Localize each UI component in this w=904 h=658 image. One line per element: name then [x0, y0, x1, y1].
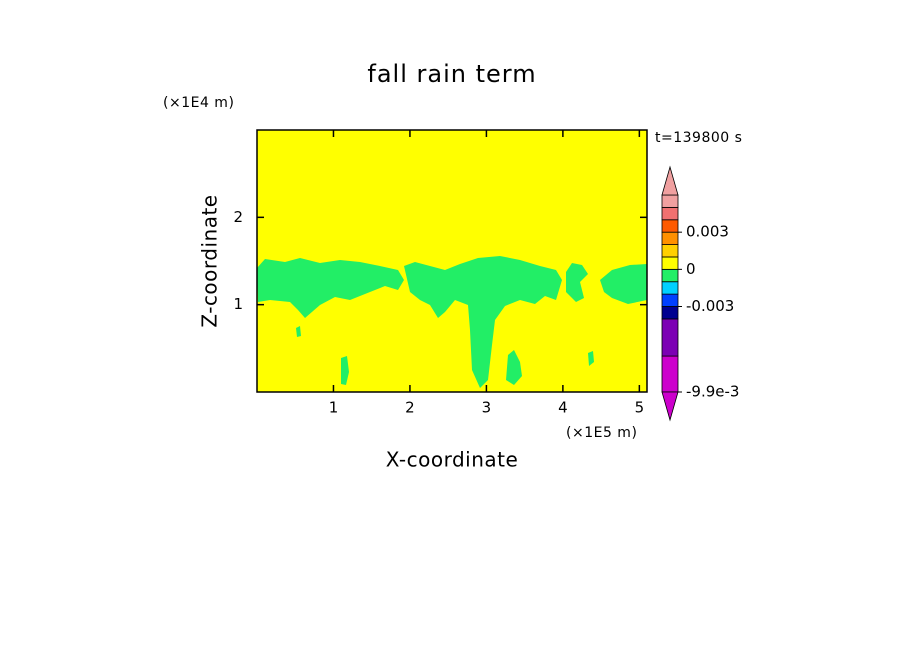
x-tick-label: 4 — [558, 399, 568, 417]
colorbar-tick-label: 0 — [686, 260, 696, 278]
field-region — [506, 350, 522, 385]
field-region — [341, 356, 349, 385]
y-tick-label: 1 — [233, 295, 243, 313]
colorbar-level — [661, 194, 679, 208]
y-tick-label: 2 — [233, 208, 243, 226]
contour-field — [256, 129, 648, 393]
colorbar-level — [661, 256, 679, 270]
colorbar-tick-label: -0.003 — [686, 297, 734, 315]
plot-frame — [256, 129, 648, 393]
x-unit: (×1E5 m) — [566, 425, 637, 441]
colorbar: 0.003 0 -0.003 -9.9e-3 — [661, 165, 739, 422]
field-region — [600, 264, 647, 304]
y-axis-title: Z-coordinate — [198, 194, 222, 327]
colorbar-tick-label: 0.003 — [686, 223, 729, 241]
colorbar-tick-label: -9.9e-3 — [686, 383, 739, 401]
colorbar-level — [661, 355, 679, 393]
colorbar-extend-top — [661, 165, 679, 196]
x-tick-label: 2 — [405, 399, 415, 417]
chart-title: fall rain term — [367, 60, 536, 88]
colorbar-level — [661, 293, 679, 307]
field-region — [296, 326, 301, 337]
x-tick-label: 5 — [635, 399, 645, 417]
colorbar-level — [661, 206, 679, 221]
colorbar-level — [661, 268, 679, 283]
colorbar-level — [661, 318, 679, 357]
colorbar-level — [661, 281, 679, 295]
colorbar-level — [661, 219, 679, 233]
field-region — [404, 256, 562, 388]
field-regions — [257, 256, 647, 388]
x-tick-label: 3 — [482, 399, 492, 417]
colorbar-level — [661, 244, 679, 258]
x-axis-title: X-coordinate — [386, 448, 519, 472]
field-region — [588, 351, 594, 366]
field-region — [257, 258, 404, 318]
colorbar-extend-bottom — [661, 391, 679, 422]
x-tick-label: 1 — [329, 399, 339, 417]
colorbar-level — [661, 231, 679, 245]
field-background — [257, 130, 647, 392]
time-label: t=139800 s — [655, 130, 742, 146]
field-region — [566, 263, 588, 302]
y-unit: (×1E4 m) — [163, 95, 234, 111]
colorbar-level — [661, 306, 679, 320]
